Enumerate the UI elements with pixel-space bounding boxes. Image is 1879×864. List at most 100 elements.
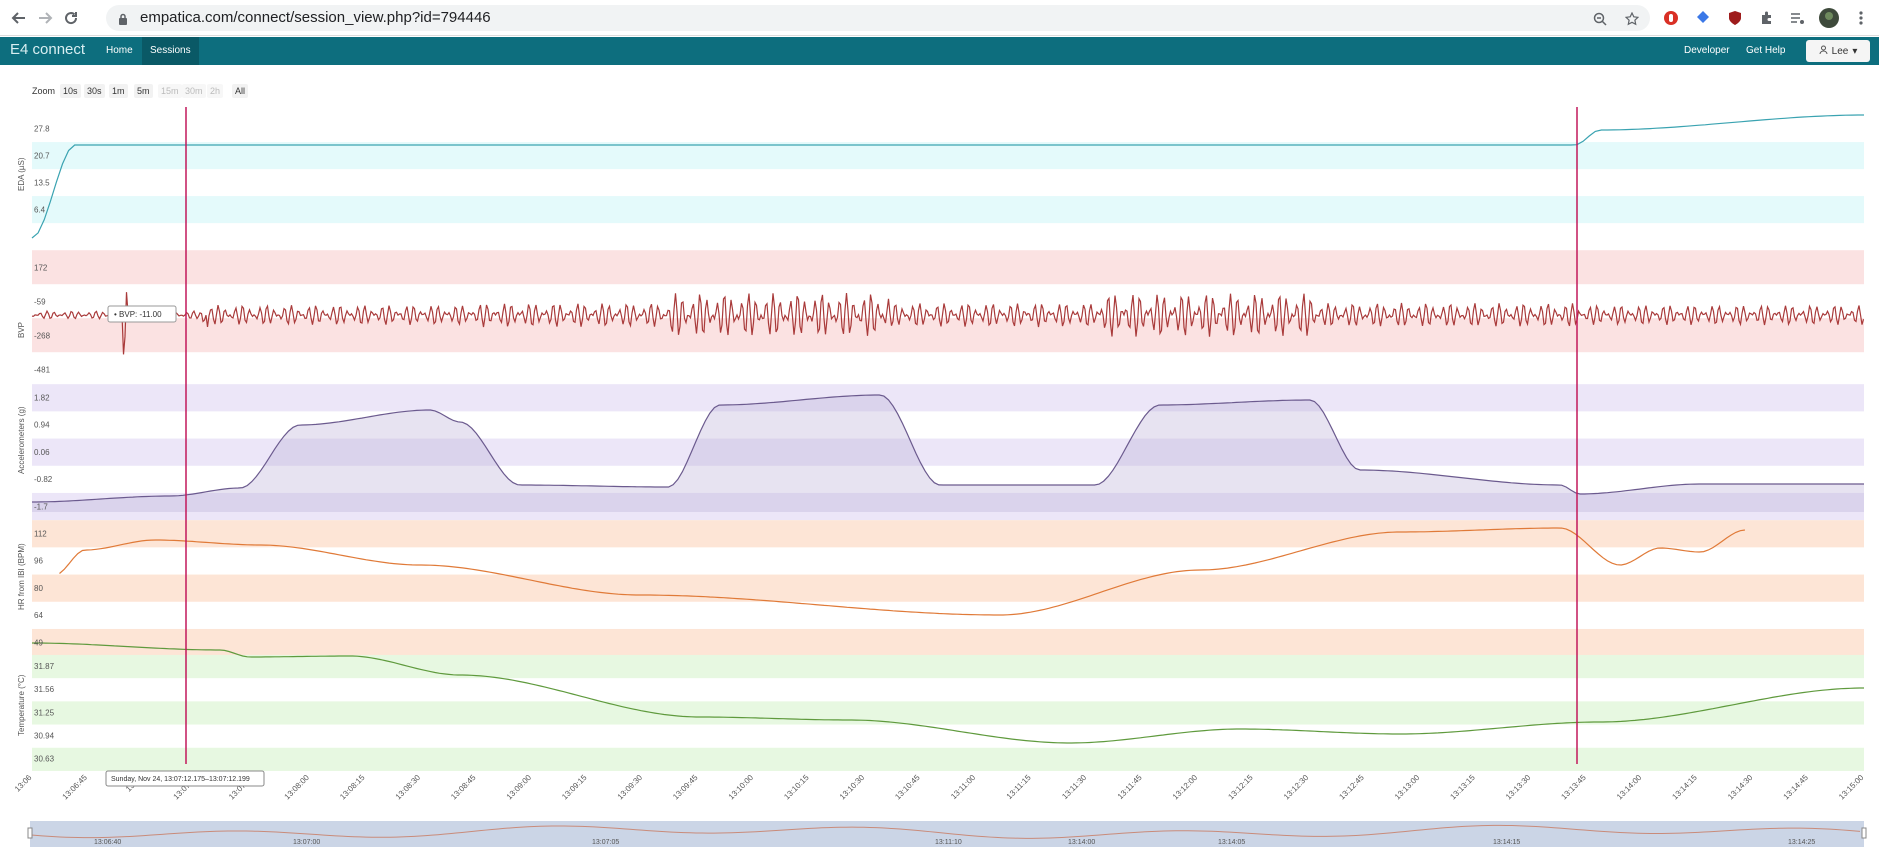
band xyxy=(32,628,1864,657)
navigator-tick-label: 13:14:25 xyxy=(1788,839,1815,846)
navigator[interactable]: 13:06:40 13:07:00 13:07:05 13:11:10 13:14:00… xyxy=(0,818,1879,848)
extension-shield-icon[interactable] xyxy=(1724,7,1746,29)
panel-bands xyxy=(32,142,1864,771)
x-tick-label: 13:12:45 xyxy=(1337,773,1366,802)
y-tick-label: 49 xyxy=(34,638,43,647)
browser-toolbar: empatica.com/connect/session_view.php?id… xyxy=(0,0,1879,36)
address-bar[interactable]: empatica.com/connect/session_view.php?id… xyxy=(106,5,1650,31)
nav-sessions[interactable]: Sessions xyxy=(142,37,199,65)
nav-get-help[interactable]: Get Help xyxy=(1746,45,1786,56)
x-tick-label: 13:13:15 xyxy=(1448,773,1477,802)
band xyxy=(32,492,1864,521)
band xyxy=(32,747,1864,771)
y-tick-label: 96 xyxy=(34,557,43,566)
url-text: empatica.com/connect/session_view.php?id… xyxy=(140,9,491,26)
x-tick-label: 13:11:15 xyxy=(1005,773,1033,801)
x-tick-label: 13:09:00 xyxy=(505,773,534,802)
puzzle-icon[interactable] xyxy=(1756,7,1778,29)
band xyxy=(32,384,1864,412)
navigator-handle-left[interactable] xyxy=(27,827,33,839)
x-tick-label: 13:08:15 xyxy=(338,773,367,802)
profile-avatar-icon[interactable] xyxy=(1818,7,1840,29)
band xyxy=(32,250,1864,285)
zoom-out-icon[interactable] xyxy=(1590,9,1610,29)
y-tick-label: 27.8 xyxy=(34,124,50,133)
y-tick-label: 31.25 xyxy=(34,708,55,717)
x-tick-label: 13:08:00 xyxy=(283,773,312,802)
back-icon[interactable] xyxy=(8,7,30,29)
x-tick-label: 13:10:45 xyxy=(893,773,922,802)
extension-red-icon[interactable] xyxy=(1660,7,1682,29)
nav-developer[interactable]: Developer xyxy=(1684,45,1730,56)
x-tick-label: 13:10:15 xyxy=(782,773,811,802)
y-tick-label: 31.87 xyxy=(34,662,55,671)
x-tick-label: 13:13:45 xyxy=(1559,773,1588,802)
y-tick-label: 172 xyxy=(34,264,48,273)
x-tick-label: 13:10:00 xyxy=(727,773,756,802)
navigator-selection[interactable] xyxy=(30,821,1864,847)
y-tick-label: 112 xyxy=(34,529,47,538)
zoom-label: Zoom xyxy=(32,86,56,96)
zoom-10s-button[interactable]: 10s xyxy=(60,84,81,98)
y-tick-label: 13.5 xyxy=(34,178,50,187)
user-name: Lee xyxy=(1831,45,1849,57)
x-tick-label: 13:14:15 xyxy=(1670,773,1699,802)
y-axis-title: Temperature (°C) xyxy=(17,674,26,736)
forward-icon[interactable] xyxy=(34,7,56,29)
zoom-30s-button[interactable]: 30s xyxy=(84,84,105,98)
navigator-tick-label: 13:14:15 xyxy=(1493,839,1520,846)
band xyxy=(32,196,1864,224)
menu-dots-icon[interactable] xyxy=(1850,7,1872,29)
x-tick-label: 13:10:30 xyxy=(838,773,867,802)
caret-down-icon: ▾ xyxy=(1852,45,1858,57)
band xyxy=(32,701,1864,725)
bvp-tooltip: • BVP: -11.00 xyxy=(107,305,177,323)
navigator-tick-label: 13:07:00 xyxy=(293,839,320,846)
acc-line-area xyxy=(32,395,1864,512)
signals-chart[interactable]: 27.8 20.7 13.5 6.4 EDA (µS) 172 -59 -268 -481 BVP… xyxy=(0,100,1879,815)
user-menu-button[interactable]: Lee ▾ xyxy=(1806,40,1870,62)
x-tick-label: 13:14:00 xyxy=(1615,773,1644,802)
navigator-tick-label: 13:07:05 xyxy=(592,839,619,846)
x-axis-ticks: 13:0613:06:4513:0713:07:3013:07:4513:08:… xyxy=(13,773,1866,802)
hr-line xyxy=(59,527,1745,616)
y-tick-label: 30.94 xyxy=(34,731,55,740)
y-tick-label: 64 xyxy=(34,611,43,620)
x-tick-label: 13:11:30 xyxy=(1060,773,1088,801)
acc-line xyxy=(32,394,1864,503)
band xyxy=(32,520,1864,548)
navigator-handle-right[interactable] xyxy=(1861,827,1867,839)
x-tick-label: 13:09:45 xyxy=(671,773,700,802)
band xyxy=(32,654,1864,679)
signal-traces xyxy=(31,114,1865,744)
y-axis-title: BVP xyxy=(17,322,26,338)
lock-icon xyxy=(118,12,128,30)
x-tick-label: 13:06 xyxy=(13,773,34,794)
zoom-1m-button[interactable]: 1m xyxy=(109,84,128,98)
y-tick-label: -1.7 xyxy=(34,502,48,511)
zoom-all-button[interactable]: All xyxy=(232,84,249,98)
time-tooltip-text: Sunday, Nov 24, 13:07:12.175–13:07:12.19… xyxy=(111,776,250,783)
x-tick-label: 13:14:30 xyxy=(1726,773,1755,802)
extension-blue-icon[interactable] xyxy=(1692,7,1714,29)
star-icon[interactable] xyxy=(1622,9,1642,29)
x-tick-label: 13:14:45 xyxy=(1782,773,1811,802)
zoom-5m-button[interactable]: 5m xyxy=(134,84,153,98)
y-axis-labels: 27.8 20.7 13.5 6.4 EDA (µS) 172 -59 -268 -481 BVP… xyxy=(17,124,55,763)
y-tick-label: 0.94 xyxy=(34,421,50,430)
x-tick-label: 13:12:15 xyxy=(1226,773,1255,802)
reload-icon[interactable] xyxy=(60,7,82,29)
y-tick-label: 0.06 xyxy=(34,448,50,457)
media-queue-icon[interactable] xyxy=(1786,7,1808,29)
y-tick-label: -481 xyxy=(34,366,51,375)
navigator-tick-label: 13:11:10 xyxy=(935,839,962,846)
y-tick-label: -268 xyxy=(34,332,51,341)
band xyxy=(32,574,1864,602)
y-tick-label: 1.82 xyxy=(34,393,50,402)
navigator-tick-label: 13:14:00 xyxy=(1068,839,1095,846)
nav-home[interactable]: Home xyxy=(106,45,133,56)
brand-logo[interactable]: E4 connect xyxy=(10,41,86,58)
navigator-tick-label: 13:06:40 xyxy=(94,839,121,846)
navigator-ticks: 13:06:40 13:07:00 13:07:05 13:11:10 13:14:00… xyxy=(94,839,1815,846)
navigator-tick-label: 13:14:05 xyxy=(1218,839,1245,846)
